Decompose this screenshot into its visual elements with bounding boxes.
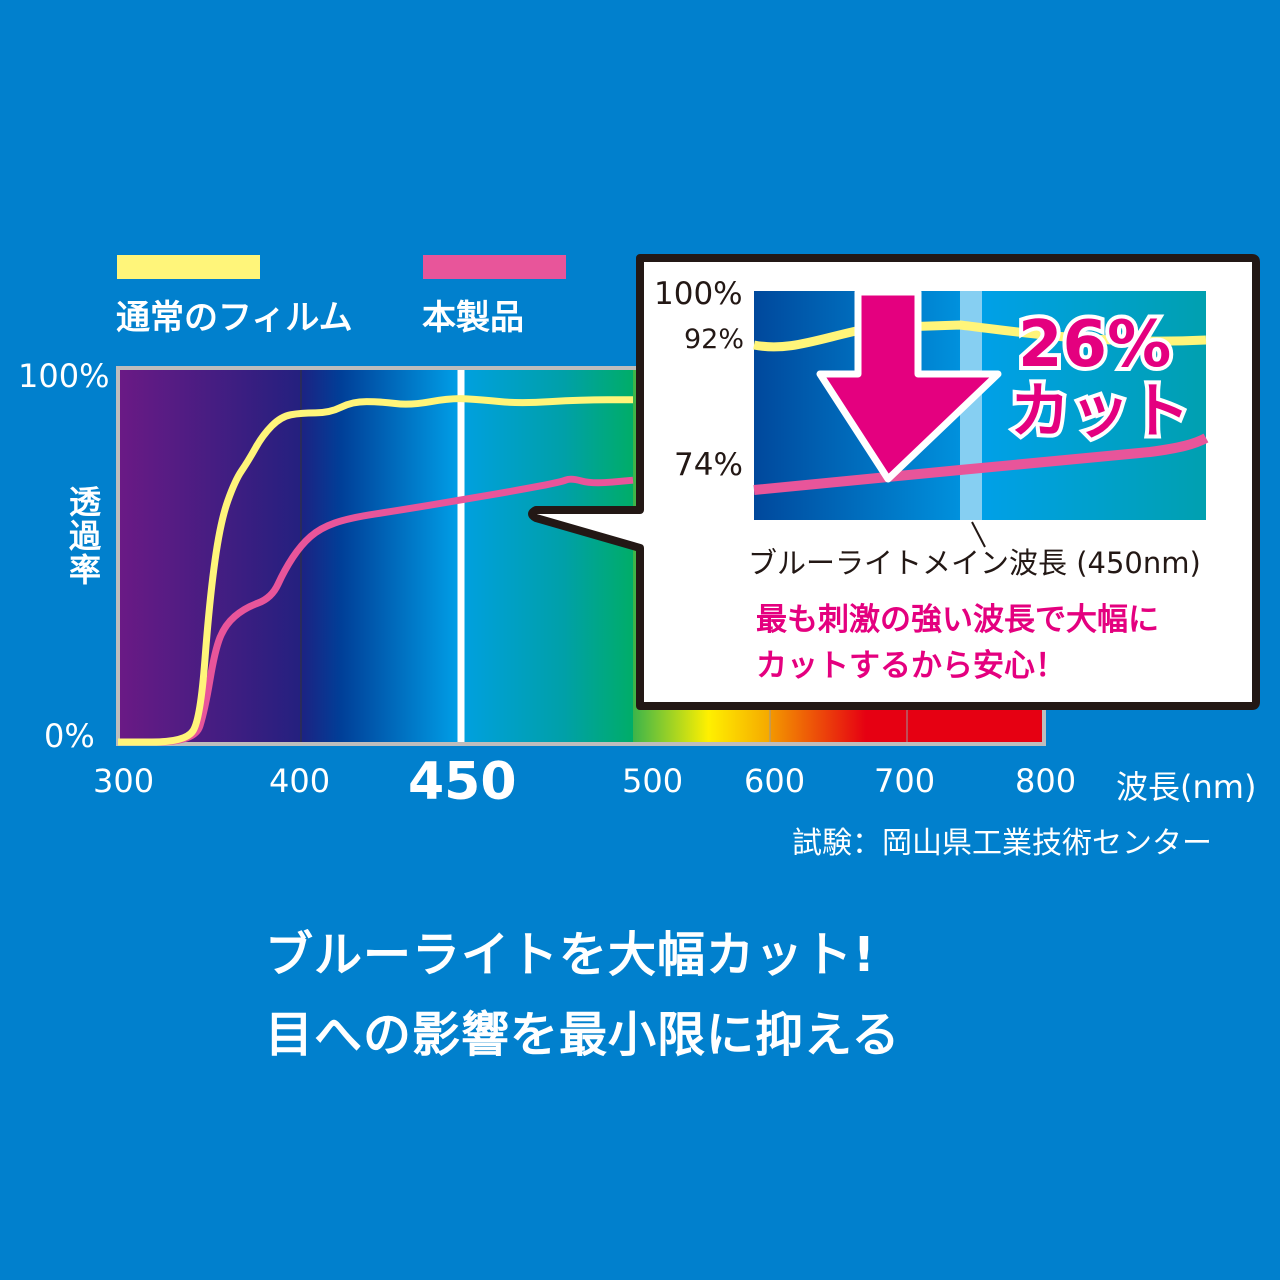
inset-label-100: 100% — [654, 276, 743, 312]
test-source: 試験：岡山県工業技術センター — [792, 826, 1212, 861]
series-product-line — [117, 475, 634, 746]
x-tick-500: 500 — [622, 762, 684, 800]
headline-line2: 目への影響を最小限に抑える — [265, 1007, 901, 1063]
inset-label-74: 74% — [674, 447, 743, 483]
inset-450-band — [960, 291, 982, 520]
x-axis-label: 波長(nm) — [1116, 768, 1257, 806]
cut-percent: 26% — [1018, 308, 1171, 382]
inset-label-92: 92% — [684, 324, 745, 355]
series-normal-film-line — [117, 395, 633, 746]
legend-label-product: 本製品 — [422, 298, 524, 338]
headline-line1: ブルーライトを大幅カット! — [265, 927, 876, 983]
x-tick-400: 400 — [269, 762, 331, 800]
x-tick-700: 700 — [874, 762, 936, 800]
x-tick-600: 600 — [744, 762, 806, 800]
inset-product-line — [753, 433, 1209, 495]
inset-normal-film-line — [753, 320, 1207, 352]
legend-swatch-normal-film — [117, 255, 260, 279]
down-arrow-icon — [816, 288, 1002, 483]
y-tick-0: 0% — [44, 717, 95, 755]
x-tick-800: 800 — [1015, 762, 1077, 800]
annotation-leader-line — [971, 521, 986, 548]
callout-message-line1: 最も刺激の強い波長で大幅に — [756, 602, 1159, 638]
y-tick-100: 100% — [18, 357, 110, 395]
x-tick-300: 300 — [93, 762, 155, 800]
cut-word: カット — [1010, 377, 1190, 447]
x-tick-450: 450 — [408, 752, 517, 812]
y-axis-label: 透過率 — [64, 485, 102, 587]
band-violet — [301, 370, 461, 742]
wavelength-note: ブルーライトメイン波長 (450nm) — [748, 546, 1201, 580]
callout-message-line2: カットするから安心！ — [756, 648, 1066, 684]
legend-swatch-product — [423, 255, 566, 279]
legend-label-normal-film: 通常のフィルム — [116, 298, 353, 338]
band-blue — [461, 370, 633, 742]
